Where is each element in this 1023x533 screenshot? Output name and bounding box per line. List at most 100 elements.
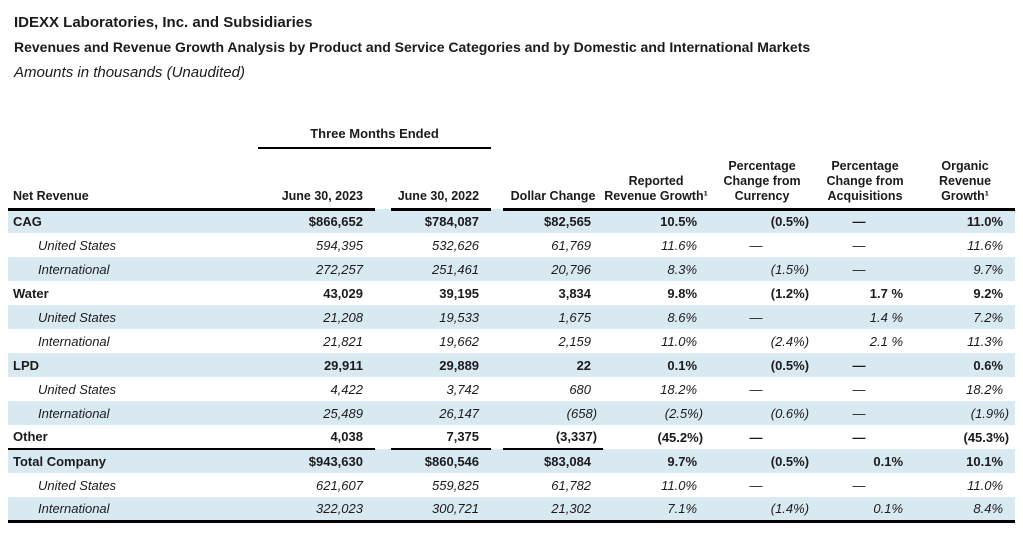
- row-label: International: [38, 333, 110, 349]
- value-cell: $784,087: [391, 209, 492, 233]
- table-row: United States 621,607 559,825 61,782 11.0% — —…: [8, 473, 1015, 497]
- value-cell: 3,742: [446, 381, 480, 397]
- value-cell: 8.6%: [603, 305, 710, 329]
- value-cell: 0.1%: [815, 497, 916, 523]
- value-cell: —: [815, 209, 916, 233]
- value-cell: (45.2%): [657, 429, 704, 445]
- gap: [375, 209, 391, 233]
- value-cell: (45.3%): [963, 429, 1010, 445]
- gap: [491, 425, 503, 449]
- row-label: International: [8, 257, 258, 281]
- table-row: Other 4,038 7,375 (3,337) (45.2%) — — (45.3%): [8, 425, 1015, 450]
- value-cell: —: [749, 237, 763, 253]
- value-cell: 11.0%: [967, 477, 1004, 493]
- value-cell: 621,607: [316, 477, 363, 493]
- value-cell: 2,159: [558, 333, 592, 349]
- table-row: International 272,257 251,461 20,796 8.3% (1.…: [8, 257, 1016, 281]
- value-cell: 21,821: [323, 333, 363, 349]
- value-cell: —: [815, 353, 916, 377]
- value-cell: 559,825: [432, 477, 480, 493]
- row-label: United States: [38, 477, 117, 493]
- value-cell: $943,630: [258, 449, 375, 473]
- value-cell: 532,626: [432, 237, 480, 253]
- value-cell: 26,147: [391, 401, 492, 425]
- value-cell: (658): [503, 401, 604, 425]
- group-header-row: Three Months Ended: [8, 110, 1015, 149]
- title-block: IDEXX Laboratories, Inc. and Subsidiarie…: [14, 10, 810, 85]
- row-label: LPD: [8, 353, 258, 377]
- value-cell: 22: [503, 353, 604, 377]
- value-cell: 8.4%: [915, 497, 1016, 523]
- row-label: Other: [8, 425, 258, 450]
- col-header-reported-revenue-growth: Reported Revenue Growth¹: [603, 148, 710, 211]
- col-header-june-30-2023: June 30, 2023: [258, 148, 375, 211]
- table-row: United States 4,422 3,742 680 18.2% — — 18.2%: [8, 377, 1015, 401]
- value-cell: —: [815, 257, 916, 281]
- spacer: [491, 110, 1015, 148]
- table-row: Water 43,029 39,195 3,834 9.8% (1.2%) 1.7 % 9.2…: [8, 281, 1015, 305]
- gap: [491, 473, 503, 497]
- value-cell: (1.5%): [709, 257, 816, 281]
- value-cell: 9.2%: [973, 285, 1004, 301]
- value-cell: 4,038: [258, 425, 375, 450]
- value-cell: —: [749, 429, 763, 445]
- value-cell: 29,889: [391, 353, 492, 377]
- value-cell: —: [749, 381, 763, 397]
- gap: [375, 281, 391, 305]
- col-header-june-30-2022: June 30, 2022: [391, 148, 492, 211]
- row-label: United States: [38, 237, 117, 253]
- value-cell: 18.2%: [660, 381, 698, 397]
- table-row: United States 594,395 532,626 61,769 11.6% — —…: [8, 233, 1015, 257]
- value-cell: 61,769: [551, 237, 592, 253]
- value-cell: 10.5%: [603, 209, 710, 233]
- table-row: CAG $866,652 $784,087 $82,565 10.5% (0.5%) —11…: [8, 209, 1016, 233]
- table-row: Total Company $943,630 $860,546 $83,084 9.7%…: [8, 449, 1016, 473]
- value-cell: 0.1%: [603, 353, 710, 377]
- value-cell: 7.1%: [603, 497, 710, 523]
- gap: [375, 233, 391, 257]
- value-cell: 19,533: [391, 305, 492, 329]
- value-cell: 272,257: [258, 257, 375, 281]
- table-row: International 21,821 19,662 2,159 11.0% (2.4%…: [8, 329, 1015, 353]
- value-cell: 39,195: [439, 285, 480, 301]
- value-cell: 4,422: [330, 381, 363, 397]
- value-cell: 9.7%: [915, 257, 1016, 281]
- amounts-note: Amounts in thousands (Unaudited): [14, 64, 245, 81]
- gap: [375, 353, 391, 377]
- value-cell: 1.4 %: [815, 305, 916, 329]
- gap: [375, 401, 391, 425]
- value-cell: 11.6%: [967, 237, 1004, 253]
- row-label: Water: [13, 285, 49, 301]
- value-cell: 1,675: [503, 305, 604, 329]
- value-cell: 43,029: [323, 285, 363, 301]
- value-cell: 11.0%: [661, 333, 698, 349]
- col-header-net-revenue: Net Revenue: [8, 148, 258, 211]
- row-label: Total Company: [8, 449, 258, 473]
- value-cell: (0.5%): [709, 353, 816, 377]
- gap: [375, 377, 391, 401]
- col-header-organic-revenue-growth: Organic Revenue Growth¹: [915, 148, 1016, 211]
- value-cell: —: [749, 477, 763, 493]
- value-cell: $83,084: [503, 449, 604, 473]
- table-row: International 25,489 26,147 (658) (2.5%) (0.6…: [8, 401, 1016, 425]
- value-cell: 7.2%: [915, 305, 1016, 329]
- value-cell: 11.6%: [661, 237, 698, 253]
- gap: [491, 449, 504, 473]
- gap: [375, 425, 391, 449]
- value-cell: 61,782: [551, 477, 592, 493]
- revenue-table: Three Months Ended Net Revenue June 30, …: [8, 110, 1016, 523]
- value-cell: —: [852, 381, 866, 397]
- value-cell: 2.1 %: [869, 333, 904, 349]
- value-cell: 1.7 %: [869, 285, 904, 301]
- gap: [375, 305, 391, 329]
- value-cell: 322,023: [258, 497, 375, 523]
- value-cell: 3,834: [558, 285, 592, 301]
- value-cell: —: [852, 237, 866, 253]
- value-cell: 11.3%: [967, 333, 1004, 349]
- value-cell: 7,375: [391, 425, 492, 450]
- spacer: [8, 110, 258, 148]
- gap: [491, 401, 504, 425]
- value-cell: 594,395: [316, 237, 363, 253]
- row-label: International: [8, 401, 258, 425]
